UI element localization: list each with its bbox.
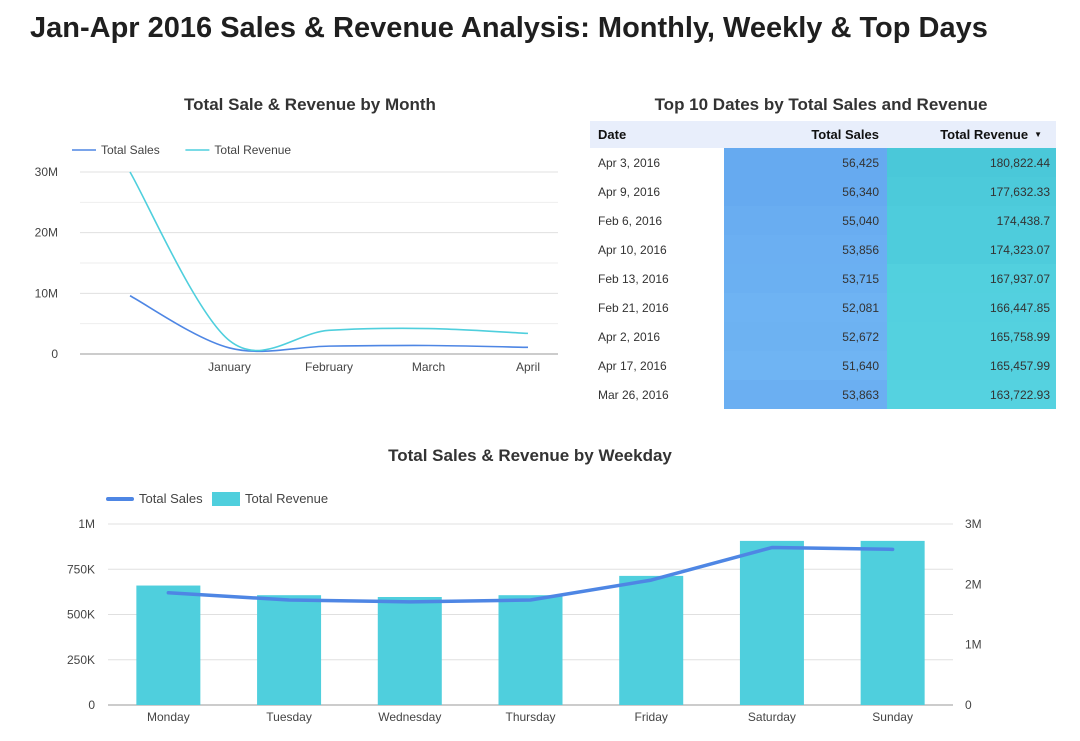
table-row[interactable]: Apr 3, 2016 56,425 180,822.44 bbox=[590, 148, 1056, 177]
weekday-left-tick-label: 750K bbox=[67, 562, 95, 576]
column-header-total-revenue[interactable]: Total Revenue ▼ bbox=[887, 121, 1056, 148]
weekday-x-tick-label: Sunday bbox=[872, 710, 913, 724]
table-cell-total-sales: 55,040 bbox=[724, 206, 887, 235]
table-cell-total-revenue: 174,323.07 bbox=[887, 235, 1056, 264]
column-header-total-sales[interactable]: Total Sales bbox=[724, 121, 887, 148]
table-cell-date: Feb 13, 2016 bbox=[590, 264, 724, 293]
weekday-revenue-bar[interactable] bbox=[498, 595, 563, 705]
weekday-legend-swatch-bar bbox=[212, 492, 240, 506]
table-cell-total-sales: 53,856 bbox=[724, 235, 887, 264]
weekday-x-tick-label: Friday bbox=[635, 710, 668, 724]
table-cell-total-revenue: 180,822.44 bbox=[887, 148, 1056, 177]
table-cell-total-revenue: 174,438.7 bbox=[887, 206, 1056, 235]
weekday-right-tick-label: 2M bbox=[965, 577, 982, 591]
monthly-y-tick-label: 10M bbox=[35, 286, 58, 300]
weekday-bars bbox=[136, 540, 925, 705]
monthly-x-tick-label: January bbox=[208, 360, 251, 374]
monthly-x-tick-label: April bbox=[516, 360, 540, 374]
table-cell-date: Mar 26, 2016 bbox=[590, 380, 724, 409]
weekday-left-tick-label: 250K bbox=[67, 653, 95, 667]
monthly-legend: Total Sales Total Revenue bbox=[72, 143, 291, 157]
weekday-revenue-bar[interactable] bbox=[619, 575, 684, 705]
weekday-right-tick-label: 1M bbox=[965, 638, 982, 652]
monthly-chart-title: Total Sale & Revenue by Month bbox=[184, 95, 436, 114]
weekday-right-axis: 0 1M 2M 3M bbox=[965, 517, 982, 712]
monthly-x-tick-label: March bbox=[412, 360, 445, 374]
table-cell-total-revenue: 177,632.33 bbox=[887, 177, 1056, 206]
weekday-x-tick-label: Monday bbox=[147, 710, 190, 724]
table-row[interactable]: Apr 10, 2016 53,856 174,323.07 bbox=[590, 235, 1056, 264]
table-cell-total-sales: 52,672 bbox=[724, 322, 887, 351]
monthly-chart: 0 10M 20M 30M January February March April Tot… bbox=[35, 143, 558, 374]
table-row[interactable]: Apr 2, 2016 52,672 165,758.99 bbox=[590, 322, 1056, 351]
weekday-sales-line[interactable] bbox=[166, 545, 895, 604]
weekday-x-tick-label: Tuesday bbox=[266, 710, 312, 724]
weekday-line bbox=[166, 545, 895, 604]
sort-desc-icon[interactable]: ▼ bbox=[1034, 130, 1042, 139]
monthly-y-axis: 0 10M 20M 30M bbox=[35, 165, 59, 361]
weekday-revenue-bar[interactable] bbox=[136, 585, 201, 705]
monthly-legend-label[interactable]: Total Sales bbox=[101, 143, 160, 157]
top-dates-title: Top 10 Dates by Total Sales and Revenue bbox=[654, 95, 988, 114]
table-cell-total-sales: 56,340 bbox=[724, 177, 887, 206]
column-header-date[interactable]: Date bbox=[590, 121, 724, 148]
table-cell-total-revenue: 165,758.99 bbox=[887, 322, 1056, 351]
table-cell-total-revenue: 165,457.99 bbox=[887, 351, 1056, 380]
monthly-y-tick-label: 0 bbox=[51, 347, 58, 361]
table-row[interactable]: Apr 9, 2016 56,340 177,632.33 bbox=[590, 177, 1056, 206]
weekday-legend-label[interactable]: Total Sales bbox=[139, 491, 203, 506]
monthly-grid bbox=[80, 171, 558, 355]
table-cell-date: Apr 2, 2016 bbox=[590, 322, 724, 351]
weekday-x-tick-label: Thursday bbox=[505, 710, 555, 724]
weekday-right-tick-label: 0 bbox=[965, 698, 972, 712]
table-row[interactable]: Feb 13, 2016 53,715 167,937.07 bbox=[590, 264, 1056, 293]
table-header-row: Date Total Sales Total Revenue ▼ bbox=[590, 121, 1056, 148]
column-header-total-revenue-label: Total Revenue bbox=[940, 127, 1029, 142]
weekday-left-axis: 0 250K 500K 750K 1M bbox=[67, 517, 95, 712]
weekday-legend: Total Sales Total Revenue bbox=[106, 491, 328, 506]
table-cell-total-sales: 51,640 bbox=[724, 351, 887, 380]
weekday-legend-label[interactable]: Total Revenue bbox=[245, 491, 328, 506]
table-cell-date: Feb 21, 2016 bbox=[590, 293, 724, 322]
table-row[interactable]: Mar 26, 2016 53,863 163,722.93 bbox=[590, 380, 1056, 409]
monthly-legend-label[interactable]: Total Revenue bbox=[214, 143, 291, 157]
table-row[interactable]: Feb 6, 2016 55,040 174,438.7 bbox=[590, 206, 1056, 235]
monthly-lines bbox=[129, 171, 529, 353]
weekday-revenue-bar[interactable] bbox=[377, 597, 442, 705]
weekday-right-tick-label: 3M bbox=[965, 517, 982, 531]
table-cell-total-revenue: 166,447.85 bbox=[887, 293, 1056, 322]
top-dates-table: Date Total Sales Total Revenue ▼ Apr 3, 2… bbox=[590, 121, 1056, 409]
weekday-revenue-bar[interactable] bbox=[739, 540, 804, 705]
table-cell-total-sales: 52,081 bbox=[724, 293, 887, 322]
monthly-series-line[interactable] bbox=[129, 295, 529, 353]
weekday-chart: 0 250K 500K 750K 1M 0 1M 2M 3M Monday Tuesday Wed… bbox=[67, 491, 982, 724]
monthly-x-tick-label: February bbox=[305, 360, 353, 374]
table-cell-date: Feb 6, 2016 bbox=[590, 206, 724, 235]
table-cell-total-sales: 53,715 bbox=[724, 264, 887, 293]
monthly-x-axis: January February March April bbox=[208, 360, 540, 374]
weekday-left-tick-label: 1M bbox=[78, 517, 95, 531]
page-title: Jan-Apr 2016 Sales & Revenue Analysis: M… bbox=[30, 12, 988, 44]
weekday-x-tick-label: Saturday bbox=[748, 710, 796, 724]
table-cell-date: Apr 10, 2016 bbox=[590, 235, 724, 264]
monthly-y-tick-label: 30M bbox=[35, 165, 58, 179]
table-cell-date: Apr 17, 2016 bbox=[590, 351, 724, 380]
table-cell-total-revenue: 163,722.93 bbox=[887, 380, 1056, 409]
monthly-y-tick-label: 20M bbox=[35, 226, 58, 240]
weekday-left-tick-label: 0 bbox=[88, 698, 95, 712]
weekday-x-tick-label: Wednesday bbox=[378, 710, 441, 724]
table-cell-total-revenue: 167,937.07 bbox=[887, 264, 1056, 293]
table-cell-date: Apr 3, 2016 bbox=[590, 148, 724, 177]
weekday-x-axis: Monday Tuesday Wednesday Thursday Friday Satu… bbox=[147, 710, 913, 724]
weekday-left-tick-label: 500K bbox=[67, 608, 95, 622]
weekday-revenue-bar[interactable] bbox=[257, 595, 322, 705]
table-row[interactable]: Feb 21, 2016 52,081 166,447.85 bbox=[590, 293, 1056, 322]
table-cell-total-sales: 56,425 bbox=[724, 148, 887, 177]
table-cell-total-sales: 53,863 bbox=[724, 380, 887, 409]
weekday-revenue-bar[interactable] bbox=[860, 540, 925, 705]
table-row[interactable]: Apr 17, 2016 51,640 165,457.99 bbox=[590, 351, 1056, 380]
weekday-chart-title: Total Sales & Revenue by Weekday bbox=[388, 446, 672, 465]
table-cell-date: Apr 9, 2016 bbox=[590, 177, 724, 206]
monthly-series-line[interactable] bbox=[129, 171, 529, 352]
